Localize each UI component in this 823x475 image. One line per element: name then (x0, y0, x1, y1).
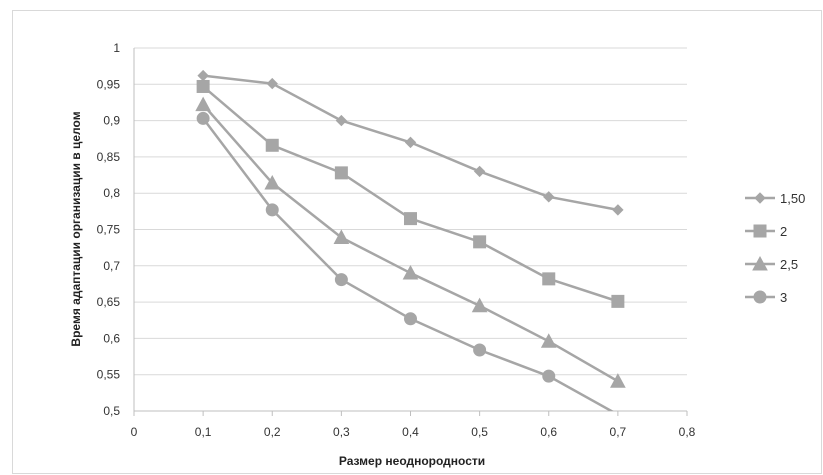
y-tick-label: 1 (113, 41, 120, 55)
legend-marker-circle (753, 290, 767, 304)
x-tick-label: 0,5 (471, 425, 488, 439)
data-point-circle (473, 343, 487, 357)
data-point-square (334, 166, 348, 180)
legend-label: 3 (780, 290, 787, 305)
data-point-square (611, 294, 625, 308)
legend-marker-square (753, 224, 767, 238)
y-tick-label: 0,95 (97, 77, 121, 91)
x-tick-label: 0 (131, 425, 138, 439)
x-tick-label: 0,4 (402, 425, 419, 439)
legend-marker-diamond (754, 192, 766, 204)
y-axis-title: Время адаптации организации в целом (69, 111, 83, 346)
x-tick-label: 0,6 (540, 425, 557, 439)
series-group (202, 74, 619, 411)
y-tick-label: 0,9 (103, 114, 120, 128)
legend: 1,50 2 2,5 3 (745, 191, 805, 305)
data-point-diamond (197, 69, 209, 82)
y-tick-label: 0,7 (103, 259, 120, 273)
legend-marker-triangle (752, 255, 768, 271)
data-point-square (196, 79, 210, 93)
axes (133, 48, 688, 416)
x-tick-label: 0,1 (195, 425, 212, 439)
legend-label: 2 (780, 224, 787, 239)
data-point-triangle (333, 229, 350, 244)
x-tick-label: 0,3 (333, 425, 350, 439)
x-tick-label: 0,8 (679, 425, 696, 439)
data-point-diamond (612, 204, 624, 216)
markers-group (195, 69, 626, 388)
data-point-triangle (610, 373, 626, 388)
x-axis-title: Размер неоднородности (339, 454, 485, 468)
y-tick-label: 0,5 (103, 404, 120, 418)
data-point-diamond (335, 114, 348, 127)
legend-label: 1,50 (780, 191, 805, 206)
x-tick-label: 0,7 (610, 425, 627, 439)
data-point-square (265, 138, 279, 152)
chart-frame (12, 10, 822, 474)
data-point-diamond (543, 191, 555, 203)
x-tick-label: 0,2 (264, 425, 281, 439)
data-point-triangle (540, 333, 557, 348)
y-tick-label: 0,55 (97, 368, 121, 382)
tick-labels: 0,5 0,55 0,6 0,65 0,7 0,75 0,8 0,85 0,9 0,95 1 0 0,1… (97, 41, 696, 439)
gridlines (134, 47, 687, 376)
y-tick-label: 0,6 (103, 331, 120, 345)
data-point-circle (404, 312, 417, 326)
data-point-square (473, 235, 487, 249)
data-point-square (404, 212, 417, 226)
y-tick-label: 0,8 (103, 186, 120, 200)
data-point-diamond (404, 136, 417, 149)
y-tick-label: 0,75 (97, 223, 121, 237)
data-point-diamond (266, 77, 278, 90)
legend-label: 2,5 (780, 257, 798, 272)
data-point-circle (196, 111, 210, 125)
data-point-square (542, 272, 556, 286)
data-point-triangle (264, 174, 281, 190)
data-point-triangle (471, 297, 488, 313)
y-tick-label: 0,65 (97, 295, 121, 309)
data-point-circle (334, 273, 348, 287)
data-point-circle (542, 369, 556, 383)
data-point-triangle (195, 96, 211, 112)
data-point-diamond (473, 165, 486, 178)
data-point-triangle (402, 265, 419, 280)
y-tick-label: 0,85 (97, 150, 121, 164)
data-point-circle (265, 203, 279, 217)
